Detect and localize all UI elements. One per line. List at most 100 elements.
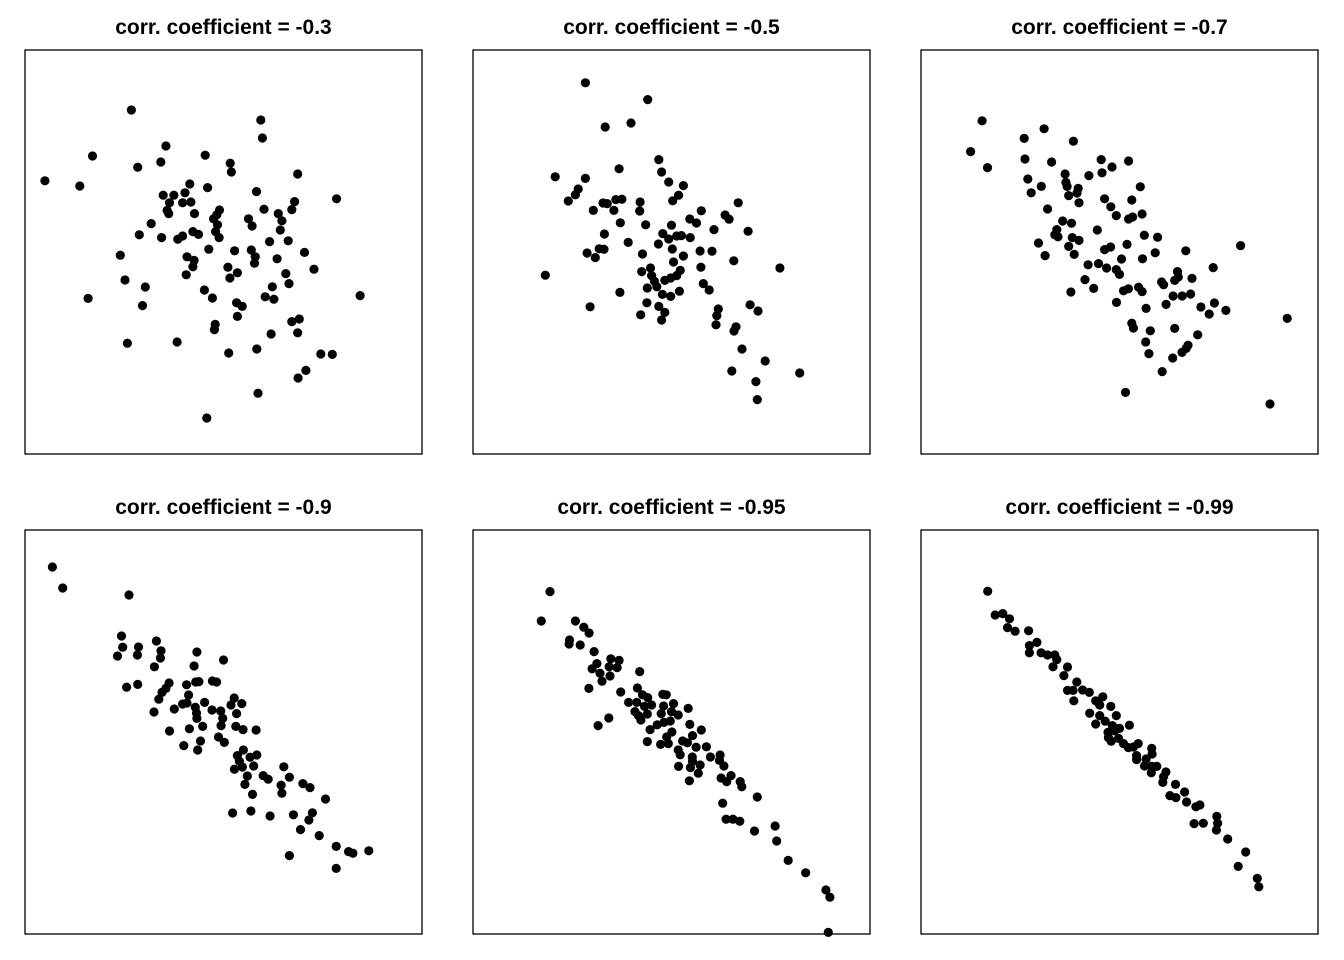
data-point (721, 814, 731, 824)
data-point (75, 181, 85, 191)
data-point (178, 198, 188, 208)
scatter-panel-4: corr. coefficient = -0.9 (24, 496, 423, 935)
plot-frame (920, 49, 1319, 455)
data-point (298, 779, 308, 789)
data-point (1002, 623, 1013, 633)
data-point (678, 251, 689, 261)
data-point (83, 293, 93, 303)
data-point (664, 177, 674, 187)
data-point (1170, 779, 1181, 790)
data-point (1170, 323, 1180, 333)
data-point (709, 225, 719, 235)
data-point (1128, 323, 1138, 333)
data-point (58, 583, 68, 593)
data-point (1282, 313, 1292, 323)
data-point (149, 707, 159, 717)
data-point (182, 680, 192, 690)
scatter-panel-1: corr. coefficient = -0.3 (24, 16, 423, 455)
data-point (230, 246, 240, 256)
data-point (1019, 133, 1029, 143)
data-point (602, 199, 612, 209)
data-point (212, 677, 222, 687)
data-point (801, 868, 811, 878)
data-point (199, 285, 209, 295)
data-point (752, 395, 762, 405)
data-point (184, 724, 194, 734)
data-point (172, 337, 182, 347)
data-point (659, 701, 669, 711)
data-point (575, 640, 585, 650)
data-point (226, 700, 236, 710)
panel-title: corr. coefficient = -0.9 (115, 496, 332, 519)
data-point (364, 846, 374, 856)
data-point (719, 761, 729, 771)
panel-title: corr. coefficient = -0.95 (557, 496, 786, 519)
data-point (657, 289, 668, 299)
data-point (246, 806, 256, 816)
data-point (133, 642, 144, 652)
data-point (1062, 181, 1072, 191)
data-point (1111, 711, 1121, 721)
data-point (122, 338, 132, 348)
data-point (192, 713, 202, 724)
data-point (1145, 326, 1155, 336)
data-point (580, 78, 591, 88)
data-point (189, 661, 199, 671)
data-point (696, 262, 706, 272)
data-point (687, 731, 698, 741)
data-point (1111, 297, 1122, 307)
data-point (293, 373, 303, 383)
data-point (118, 642, 128, 652)
data-point (1084, 687, 1094, 698)
data-point (204, 244, 214, 254)
data-point (133, 679, 143, 690)
data-point (612, 663, 622, 673)
data-point (1059, 671, 1069, 681)
data-point (355, 291, 365, 301)
data-point (287, 205, 297, 215)
data-point (661, 690, 671, 700)
data-point (1180, 787, 1190, 797)
data-point (1020, 154, 1030, 164)
data-point (696, 206, 706, 216)
data-point (188, 262, 198, 272)
data-point (1124, 156, 1134, 166)
data-point (275, 225, 285, 235)
data-point (1106, 242, 1116, 252)
data-point (647, 700, 657, 710)
data-point (1106, 701, 1116, 712)
data-point (1080, 275, 1090, 285)
data-point (299, 247, 310, 257)
data-point (246, 245, 256, 255)
data-point (660, 275, 670, 285)
data-point (251, 187, 262, 197)
data-point (1213, 818, 1223, 828)
data-point (1146, 768, 1156, 778)
data-point (1127, 195, 1137, 205)
data-point (674, 190, 684, 200)
data-point (684, 776, 695, 786)
data-point (277, 216, 287, 226)
data-point (247, 789, 258, 800)
data-point (232, 311, 242, 321)
data-point (1209, 298, 1219, 308)
data-point (770, 821, 780, 831)
data-point (656, 709, 666, 719)
plot-frame (472, 529, 871, 935)
data-point (1265, 399, 1275, 409)
data-point (595, 668, 605, 678)
data-point (1089, 283, 1099, 293)
data-point (184, 690, 194, 700)
data-point (122, 682, 132, 692)
data-point (664, 234, 674, 244)
data-point (599, 229, 610, 239)
data-point (1196, 302, 1206, 312)
data-point (253, 388, 263, 398)
data-point (216, 706, 226, 716)
data-point (654, 155, 664, 165)
data-point (1098, 692, 1108, 702)
data-point (225, 158, 235, 168)
data-point (1144, 349, 1154, 359)
data-point (751, 377, 761, 387)
data-point (615, 287, 625, 297)
